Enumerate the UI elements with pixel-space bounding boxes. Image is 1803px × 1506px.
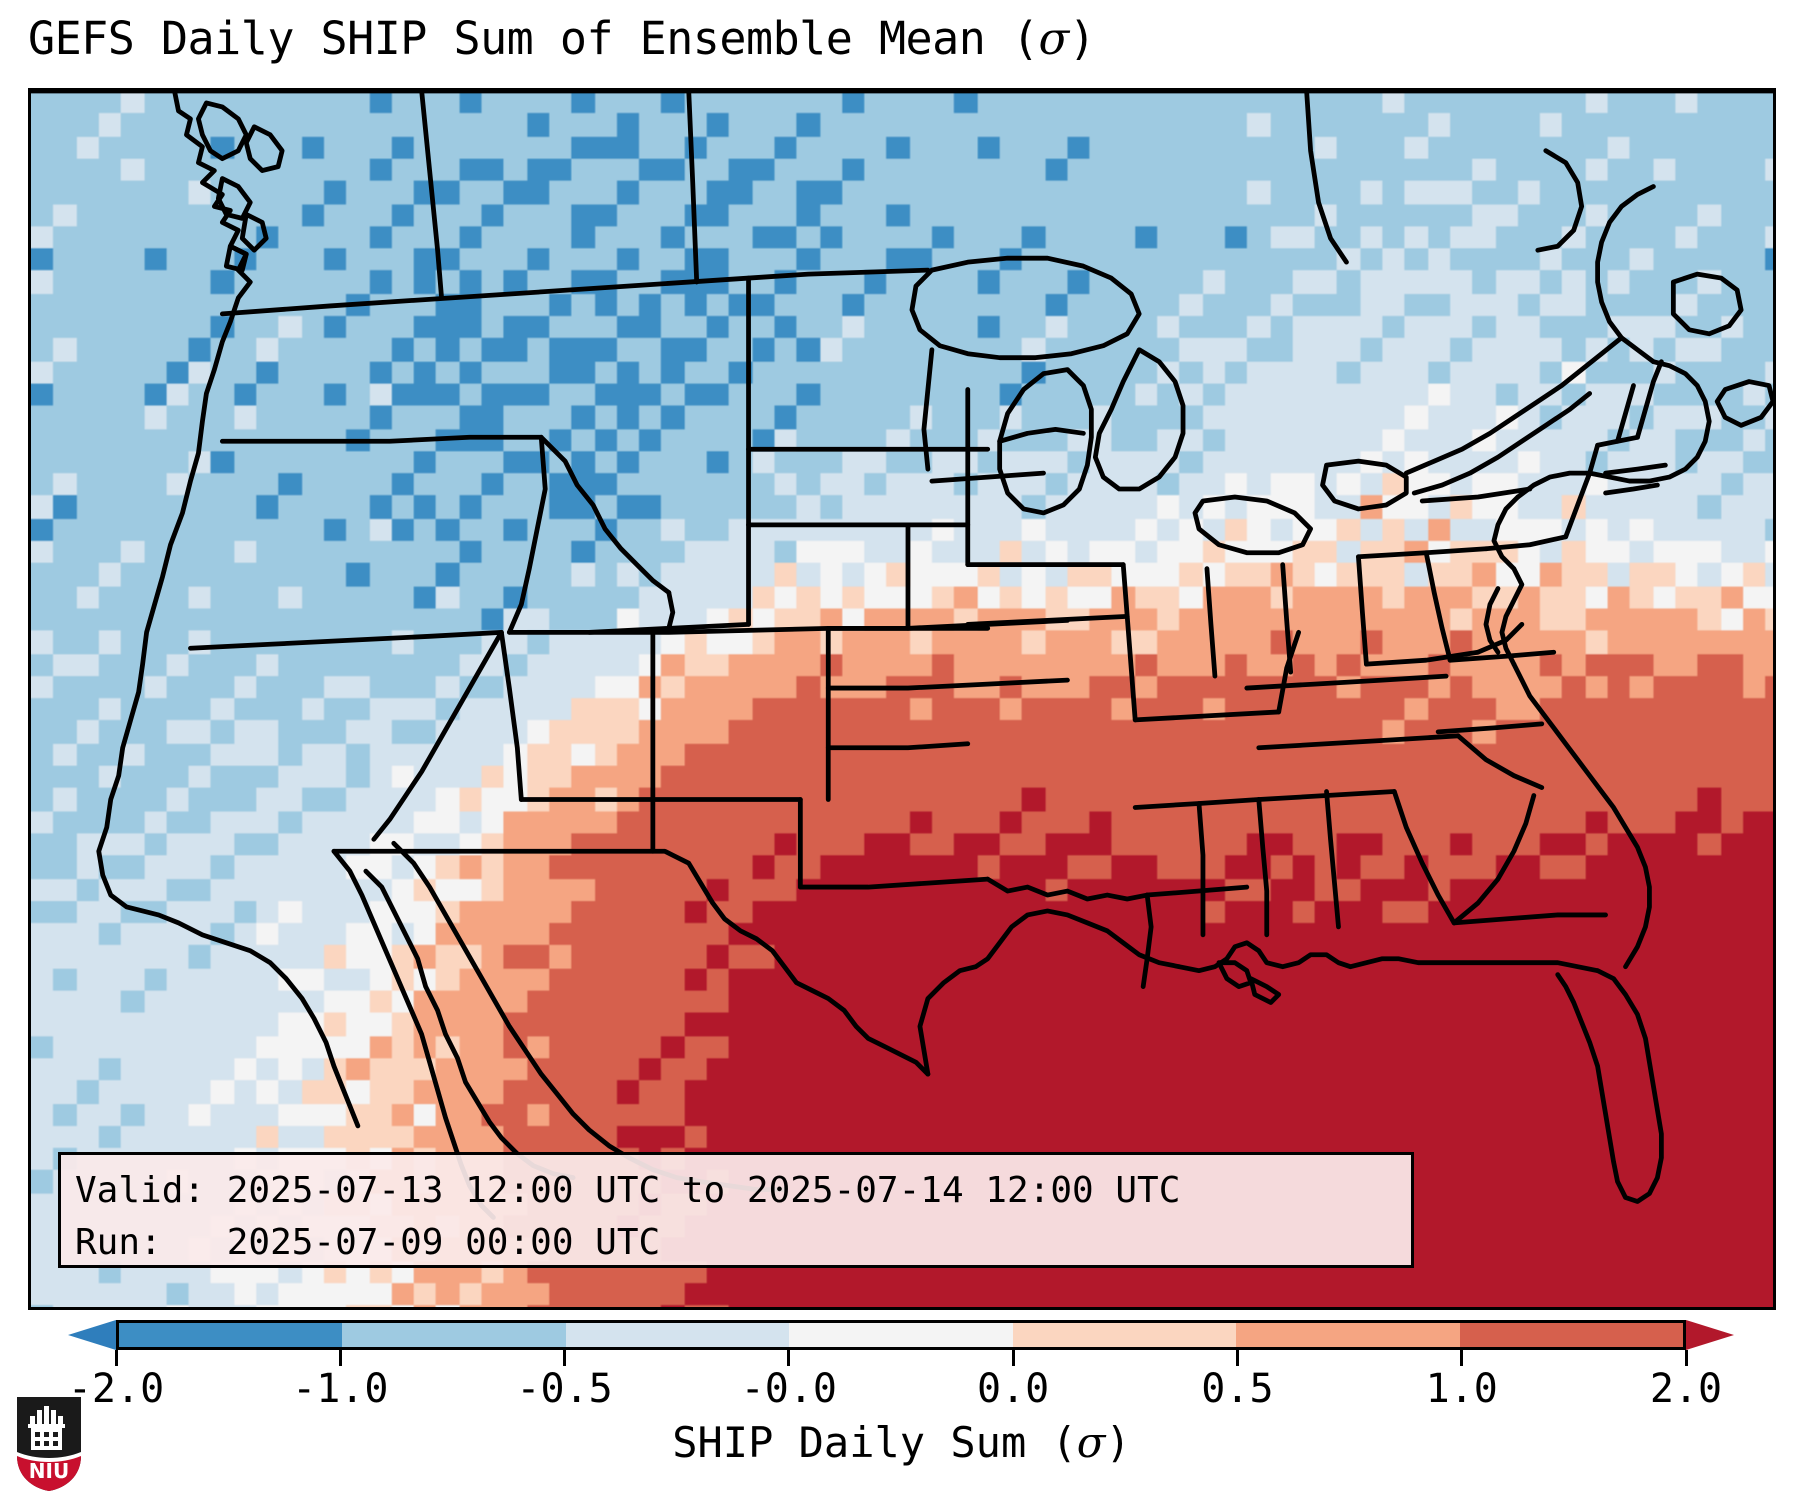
coastlines-and-borders (31, 91, 1773, 1220)
ship-value-raster (31, 91, 1773, 1307)
colorbar-tick-6 (1460, 1350, 1464, 1366)
colorbar-band-4 (1012, 1323, 1237, 1347)
colorbar-tick-2 (563, 1350, 567, 1366)
colorbar-extend-high-arrow (1686, 1320, 1734, 1350)
sigma-glyph: σ (1038, 12, 1070, 65)
colorbar-band-1 (342, 1323, 566, 1347)
niu-logo[interactable]: NIU (14, 1394, 84, 1494)
colorbar-tick-0 (114, 1350, 118, 1366)
niu-shield-red (17, 1454, 81, 1491)
valid-time-text: Valid: 2025-07-13 12:00 UTC to 2025-07-1… (75, 1170, 1181, 1211)
colorbar-tick-label-6: 1.0 (1425, 1366, 1498, 1412)
colorbar-tick-label-0: -2.0 (67, 1366, 165, 1412)
colorbar-band-3 (789, 1323, 1013, 1347)
colorbar-band-5 (1236, 1323, 1460, 1347)
map-plot-area[interactable] (28, 88, 1776, 1310)
colorbar-tick-labels: -2.0 -1.0 -0.5 -0.0 0.0 0.5 1.0 2.0 (0, 1366, 1803, 1420)
colorbar-band-0 (119, 1323, 343, 1347)
colorbar-tick-label-5: 0.5 (1201, 1366, 1274, 1412)
page-title-post: ) (1068, 12, 1096, 65)
colorbar-tick-label-7: 2.0 (1649, 1366, 1723, 1412)
colorbar-sigma-glyph: σ (1076, 1418, 1106, 1467)
niu-castle-windows (35, 1432, 58, 1446)
colorbar-axis-label: SHIP Daily Sum (σ) (0, 1418, 1803, 1467)
colorbar-container[interactable]: -2.0 -1.0 -0.5 -0.0 0.0 0.5 1.0 2.0 (0, 1318, 1803, 1412)
colorbar-tick-label-2: -0.5 (516, 1366, 613, 1412)
niu-logo-text: NIU (29, 1459, 69, 1483)
colorbar-label-pre: SHIP Daily Sum ( (672, 1418, 1077, 1467)
colorbar-tick-7 (1684, 1350, 1688, 1366)
colorbar-band-6 (1459, 1323, 1683, 1347)
geography-overlay (31, 91, 1773, 1220)
niu-shield-divider (17, 1452, 81, 1462)
page-title: GEFS Daily SHIP Sum of Ensemble Mean (σ) (28, 12, 1788, 65)
colorbar-label-post: ) (1105, 1418, 1131, 1467)
colorbar-tick-4 (1011, 1350, 1015, 1366)
colorbar-tick-label-1: -1.0 (292, 1366, 389, 1412)
colorbar-extend-low-arrow (68, 1320, 116, 1350)
colorbar-gradient[interactable] (116, 1320, 1686, 1350)
colorbar-tick-1 (338, 1350, 342, 1366)
colorbar-band-2 (565, 1323, 790, 1347)
colorbar-tick-5 (1235, 1350, 1239, 1366)
colorbar-tick-label-3: -0.0 (740, 1366, 838, 1412)
forecast-info-box: Valid: 2025-07-13 12:00 UTC to 2025-07-1… (58, 1152, 1414, 1268)
colorbar-tick-3 (787, 1350, 791, 1366)
colorbar-tick-label-4: 0.0 (977, 1366, 1050, 1412)
page-title-pre: GEFS Daily SHIP Sum of Ensemble Mean ( (28, 12, 1039, 65)
run-time-text: Run: 2025-07-09 00:00 UTC (75, 1222, 661, 1263)
colorbar-ticks (0, 1350, 1803, 1366)
